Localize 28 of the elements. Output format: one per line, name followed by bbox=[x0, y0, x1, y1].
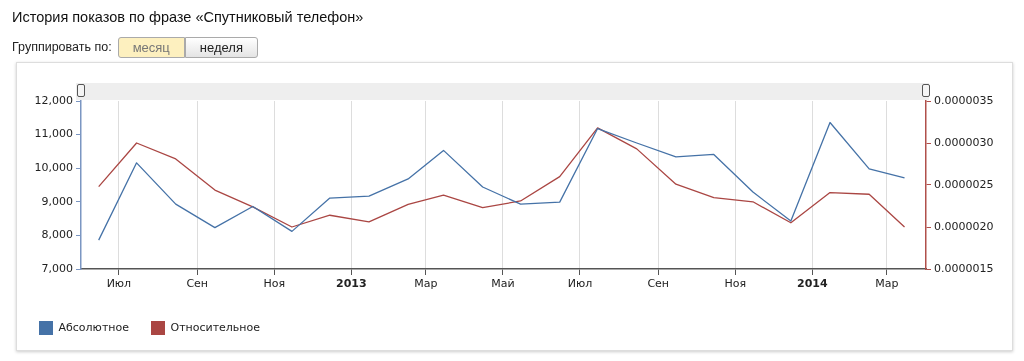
y-tick-label: 8,000 bbox=[41, 228, 73, 242]
y2-tick-label: 0.0000035 bbox=[934, 93, 994, 107]
y2-tick-label: 0.0000020 bbox=[934, 219, 994, 233]
chart-title: История показов по фразе «Спутниковый телефон» bbox=[12, 9, 364, 25]
y-tick-label: 11,000 bbox=[34, 127, 73, 141]
selected-button: месяц bbox=[117, 36, 185, 58]
y2-tick-label: 0.0000015 bbox=[934, 261, 994, 275]
x-tick-label: Июл bbox=[106, 277, 132, 291]
x-tick-label: Ноя bbox=[724, 277, 747, 291]
y-tick-label: 9,000 bbox=[41, 194, 73, 208]
x-tick-label: 2014 bbox=[797, 277, 828, 291]
legend-label: Относительное bbox=[170, 320, 261, 334]
y2-tick-label: 0.0000030 bbox=[934, 135, 994, 149]
x-tick-label: Июл bbox=[567, 277, 593, 291]
x-tick-label: Сен bbox=[647, 277, 670, 291]
y-tick-label: 12,000 bbox=[34, 93, 73, 107]
button: неделя bbox=[184, 36, 258, 58]
x-tick-label: Мар bbox=[875, 277, 899, 291]
y-tick-label: 7,000 bbox=[41, 261, 73, 275]
x-tick-label: 2013 bbox=[335, 277, 367, 291]
y-tick-label: 10,000 bbox=[34, 161, 73, 175]
x-tick-label: Май bbox=[491, 277, 515, 291]
text: Группировать по: bbox=[12, 40, 112, 54]
x-tick-label: Мар bbox=[414, 277, 438, 291]
x-tick-label: Ноя bbox=[263, 277, 286, 291]
legend-label: Абсолютное bbox=[58, 320, 130, 334]
y2-tick-label: 0.0000025 bbox=[934, 177, 994, 191]
x-tick-label: Сен bbox=[186, 277, 209, 291]
